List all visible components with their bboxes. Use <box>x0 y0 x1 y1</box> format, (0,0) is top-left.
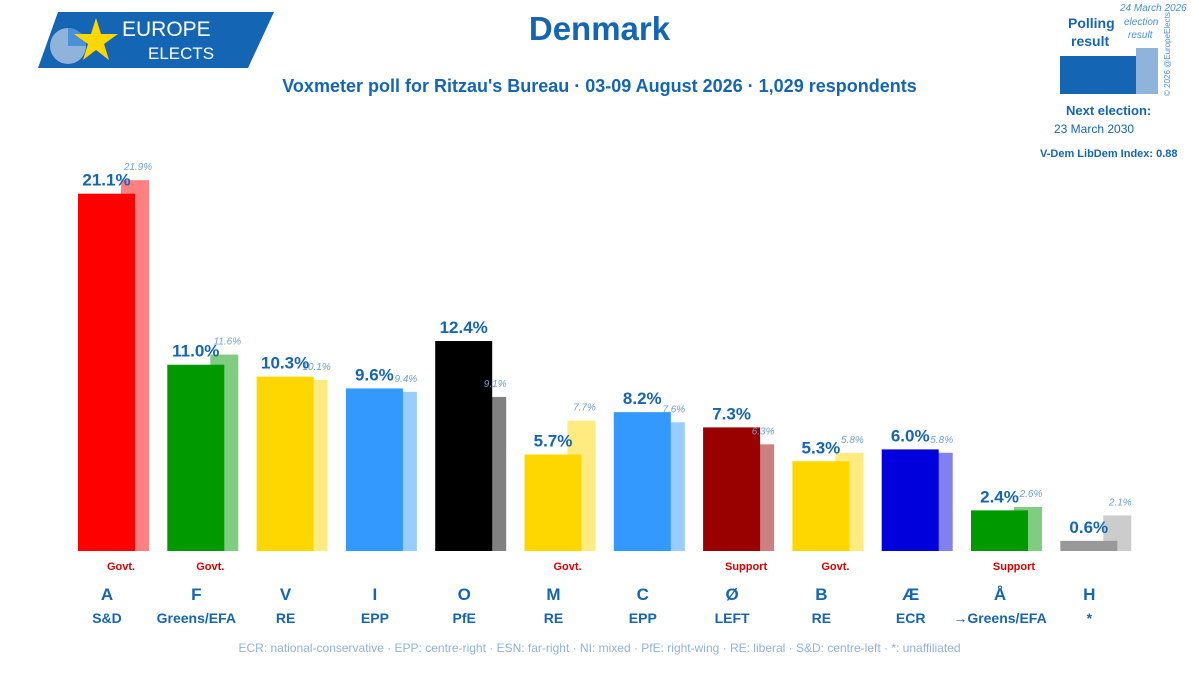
party-letter-Ø: Ø <box>725 585 738 604</box>
status-Å: Support <box>993 561 1035 573</box>
label-previous-F: 11.6% <box>213 337 241 348</box>
party-letter-F: F <box>191 585 201 604</box>
europe-elects-logo: EUROPE ELECTS <box>38 12 274 68</box>
bar-current-C <box>613 412 671 551</box>
party-group-F: Greens/EFA <box>157 610 236 626</box>
bar-current-Æ <box>881 449 939 551</box>
bar-current-Å <box>971 510 1028 551</box>
next-election-label: Next election: <box>1066 103 1152 118</box>
next-election-date: 23 March 2030 <box>1054 122 1135 136</box>
party-letter-Æ: Æ <box>902 585 919 604</box>
legend-polling-label-1: Polling <box>1068 15 1115 31</box>
label-previous-Å: 2.6% <box>1019 489 1043 500</box>
bar-current-F <box>167 364 225 551</box>
label-previous-H: 2.1% <box>1108 497 1132 508</box>
label-previous-I: 9.4% <box>395 374 418 385</box>
label-current-Ø: 7.3% <box>712 404 751 423</box>
bar-current-A <box>78 193 135 551</box>
status-M: Govt. <box>553 561 581 573</box>
label-previous-Æ: 5.8% <box>930 435 953 446</box>
bar-current-O <box>435 341 493 551</box>
label-current-C: 8.2% <box>623 389 662 408</box>
footnote: ECR: national-conservative · EPP: centre… <box>238 641 961 655</box>
status-A: Govt. <box>107 561 135 573</box>
legend-election-label-1: 24 March 2026 <box>1120 3 1187 14</box>
party-letter-Å: Å <box>994 585 1006 604</box>
party-group-H: * <box>1087 610 1093 626</box>
party-group-O: PfE <box>453 610 476 626</box>
party-group-B: RE <box>812 610 831 626</box>
label-previous-Ø: 6.3% <box>752 426 775 437</box>
status-B: Govt. <box>821 561 849 573</box>
party-group-M: RE <box>544 610 563 626</box>
label-current-O: 12.4% <box>440 318 488 337</box>
label-previous-V: 10.1% <box>302 362 330 373</box>
legend-polling-label-2: result <box>1071 33 1110 49</box>
legend-election-label-3: result <box>1128 30 1153 41</box>
party-letter-B: B <box>815 585 827 604</box>
party-letter-I: I <box>373 585 378 604</box>
party-group-V: RE <box>276 610 295 626</box>
party-group-Æ: ECR <box>896 610 926 626</box>
logo-line2: ELECTS <box>148 44 214 63</box>
party-group-A: S&D <box>92 610 122 626</box>
label-previous-A: 21.9% <box>123 162 152 173</box>
party-group-Å: →Greens/EFA <box>953 610 1046 626</box>
party-group-C: EPP <box>629 610 657 626</box>
logo-star-icon <box>74 18 118 60</box>
logo-line1: EUROPE <box>122 18 211 41</box>
bar-current-M <box>524 454 582 551</box>
party-letter-H: H <box>1083 585 1095 604</box>
label-previous-O: 9.1% <box>484 379 507 390</box>
bar-current-V <box>256 376 314 551</box>
party-group-Ø: LEFT <box>715 610 750 626</box>
label-current-V: 10.3% <box>261 354 309 373</box>
legend-election-label-2: election <box>1124 17 1159 28</box>
chart-subtitle: Voxmeter poll for Ritzau's Bureau · 03-0… <box>282 76 917 96</box>
legend-box: Polling result 24 March 2026 election re… <box>1040 0 1199 170</box>
label-previous-B: 5.8% <box>841 435 864 446</box>
bar-current-B <box>792 461 850 551</box>
label-current-A: 21.1% <box>82 171 130 190</box>
label-current-F: 11.0% <box>172 342 219 361</box>
bar-current-Ø <box>703 427 761 551</box>
legend-polling-swatch <box>1060 56 1136 94</box>
label-current-M: 5.7% <box>534 431 573 450</box>
label-current-I: 9.6% <box>355 365 394 384</box>
chart-title: Denmark <box>528 10 671 47</box>
status-Ø: Support <box>725 561 767 573</box>
status-F: Govt. <box>196 561 224 573</box>
label-current-H: 0.6% <box>1069 518 1108 537</box>
party-letter-A: A <box>101 585 113 604</box>
bar-current-H <box>1060 540 1118 551</box>
party-letter-M: M <box>546 585 560 604</box>
label-previous-M: 7.7% <box>573 403 596 414</box>
bar-current-I <box>345 388 403 551</box>
legend-election-swatch <box>1136 48 1158 94</box>
label-current-Æ: 6.0% <box>891 426 930 445</box>
label-previous-C: 7.6% <box>662 404 685 415</box>
party-letter-V: V <box>280 585 292 604</box>
party-group-I: EPP <box>361 610 389 626</box>
vdem-index: V-Dem LibDem Index: 0.88 <box>1040 148 1178 160</box>
label-current-Å: 2.4% <box>980 487 1019 506</box>
party-letter-O: O <box>458 585 471 604</box>
label-current-B: 5.3% <box>802 438 841 457</box>
party-letter-C: C <box>637 585 649 604</box>
